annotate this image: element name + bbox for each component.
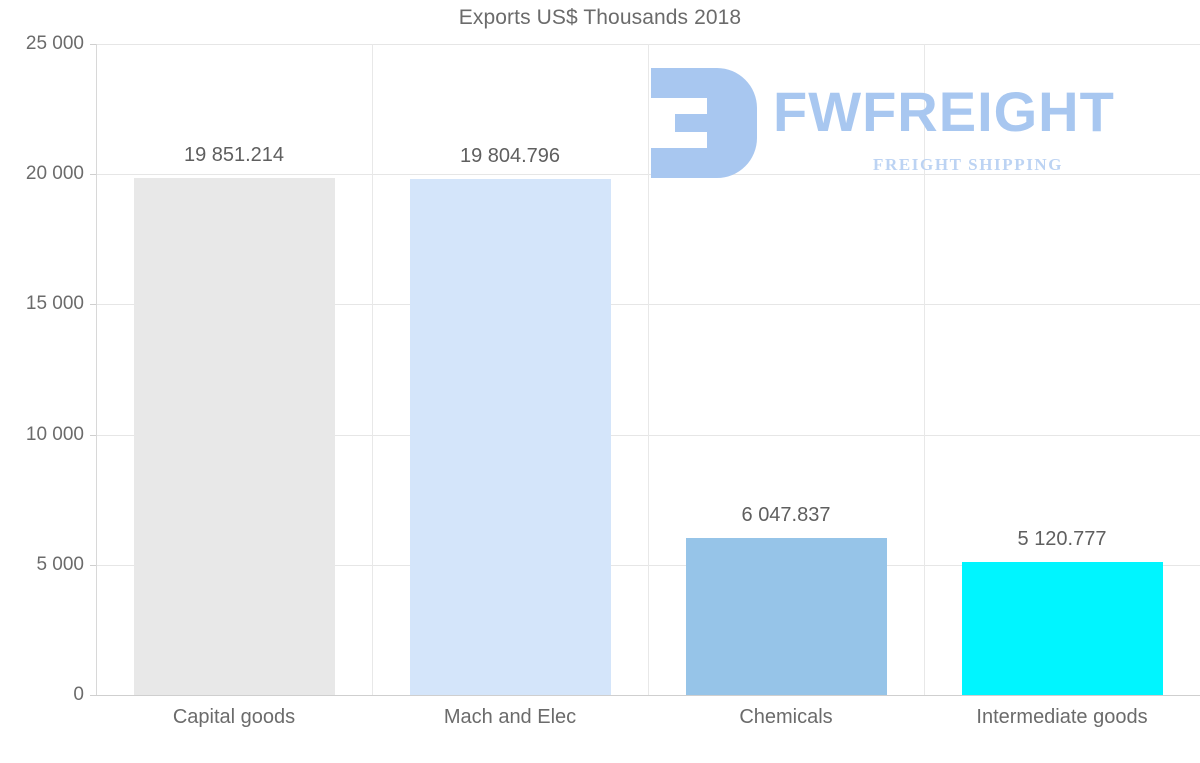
y-axis-line <box>96 44 97 695</box>
bar-value-label: 19 851.214 <box>183 144 285 167</box>
bar-value-label: 5 120.777 <box>1017 527 1107 550</box>
y-tick-mark <box>90 564 96 566</box>
y-tick-label: 20 000 <box>25 163 84 185</box>
gridline-x-separator <box>648 44 649 695</box>
x-category-label: Chemicals <box>739 706 833 728</box>
gridline-x-separator <box>924 44 925 695</box>
gridline-x-separator <box>372 44 373 695</box>
y-tick-mark <box>90 434 96 436</box>
y-tick-mark <box>90 174 96 176</box>
bar[interactable] <box>409 179 611 695</box>
x-axis-line <box>96 695 1200 696</box>
chart-title: Exports US$ Thousands 2018 <box>458 6 742 29</box>
y-tick-mark <box>90 44 96 45</box>
x-category-label: Intermediate goods <box>976 706 1148 728</box>
y-tick-label: 15 000 <box>25 293 84 315</box>
bar[interactable] <box>685 537 887 695</box>
y-tick-mark <box>90 304 96 306</box>
bar-value-label: 6 047.837 <box>741 503 831 526</box>
bar[interactable] <box>961 561 1163 695</box>
bar[interactable] <box>133 178 335 695</box>
y-tick-label: 25 000 <box>25 33 84 54</box>
y-tick-mark <box>90 695 96 696</box>
y-tick-label: 5 000 <box>36 553 84 575</box>
y-tick-label: 0 <box>73 684 84 705</box>
bar-value-label: 19 804.796 <box>459 145 561 168</box>
x-category-label: Capital goods <box>172 706 296 728</box>
x-category-label: Mach and Elec <box>443 706 577 728</box>
y-tick-label: 10 000 <box>25 423 84 445</box>
plot-area <box>90 44 1200 696</box>
